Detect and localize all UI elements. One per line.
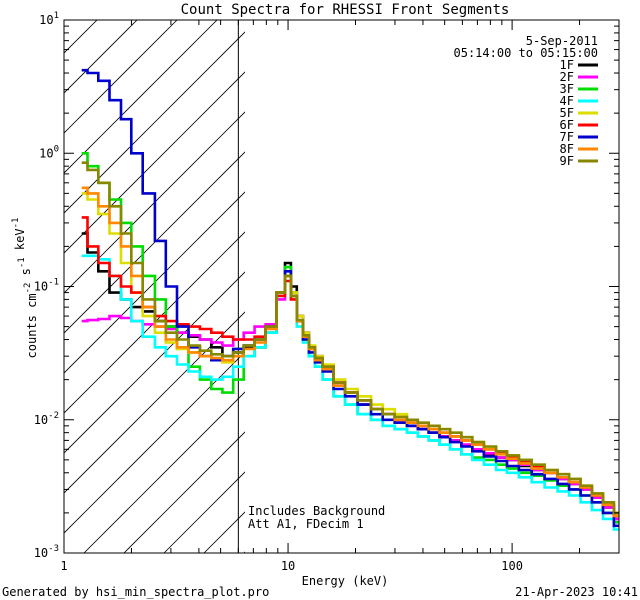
x-axis-label: Energy (keV) [302,574,389,588]
y-tick-exponent: -3 [48,544,59,554]
legend-label-5F: 5F [560,106,574,120]
y-tick-exponent: -1 [48,278,59,288]
legend-label-6F: 6F [560,118,574,132]
y-minor-ticks [64,25,619,514]
y-tick-exponent: -2 [48,411,59,421]
hatch-line [123,431,245,553]
annotation-attenuator: Att A1, FDecim 1 [248,517,364,531]
series-9F-line [81,161,619,515]
x-axis-ticks: 1 10 100 [60,20,523,573]
legend-label-2F: 2F [560,70,574,84]
x-tick-label: 10 [281,559,295,573]
legend-label-9F: 9F [560,154,574,168]
hatch-line [64,20,178,134]
legend-label-1F: 1F [560,58,574,72]
y-label-exponent: -2 [23,283,33,294]
hatch-line [64,20,138,94]
legend-label-4F: 4F [560,94,574,108]
legend-time-range: 05:14:00 to 05:15:00 [454,46,599,60]
x-tick-label: 100 [501,559,523,573]
y-label-text: s [19,268,33,282]
chart-title: Count Spectra for RHESSI Front Segments [181,2,510,18]
legend-date: 5-Sep-2011 [526,34,598,48]
hatch-line [64,351,245,534]
series-7F-line [81,68,619,528]
hatch-line [64,191,245,374]
hatch-line [64,231,245,414]
y-label-exponent: -1 [17,257,27,268]
legend-label-3F: 3F [560,82,574,96]
legend-label-8F: 8F [560,142,574,156]
legend-label-7F: 7F [560,130,574,144]
shaded-region-hatch [64,20,245,553]
y-label-text: counts cm [25,293,39,358]
x-minor-ticks [130,20,620,553]
footer-timestamp: 21-Apr-2023 10:41 [515,585,638,599]
y-axis-label: counts cm-2 s-1 keV-1 [11,218,39,359]
annotation-background: Includes Background [248,504,385,518]
series-layer [81,68,619,531]
y-label-exponent: -1 [11,218,21,229]
y-tick-exponent: 1 [54,11,59,21]
series-8F-line [81,186,619,518]
hatch-line [64,20,218,174]
footer-generated-by: Generated by hsi_min_spectra_plot.pro [2,585,269,599]
hatch-line [64,31,245,214]
x-tick-label: 1 [60,559,67,573]
hatch-line [64,311,245,494]
y-label-text: keV [13,228,27,257]
hatch-line [64,111,245,294]
hatch-line [83,391,245,553]
y-tick-exponent: 0 [54,144,59,154]
